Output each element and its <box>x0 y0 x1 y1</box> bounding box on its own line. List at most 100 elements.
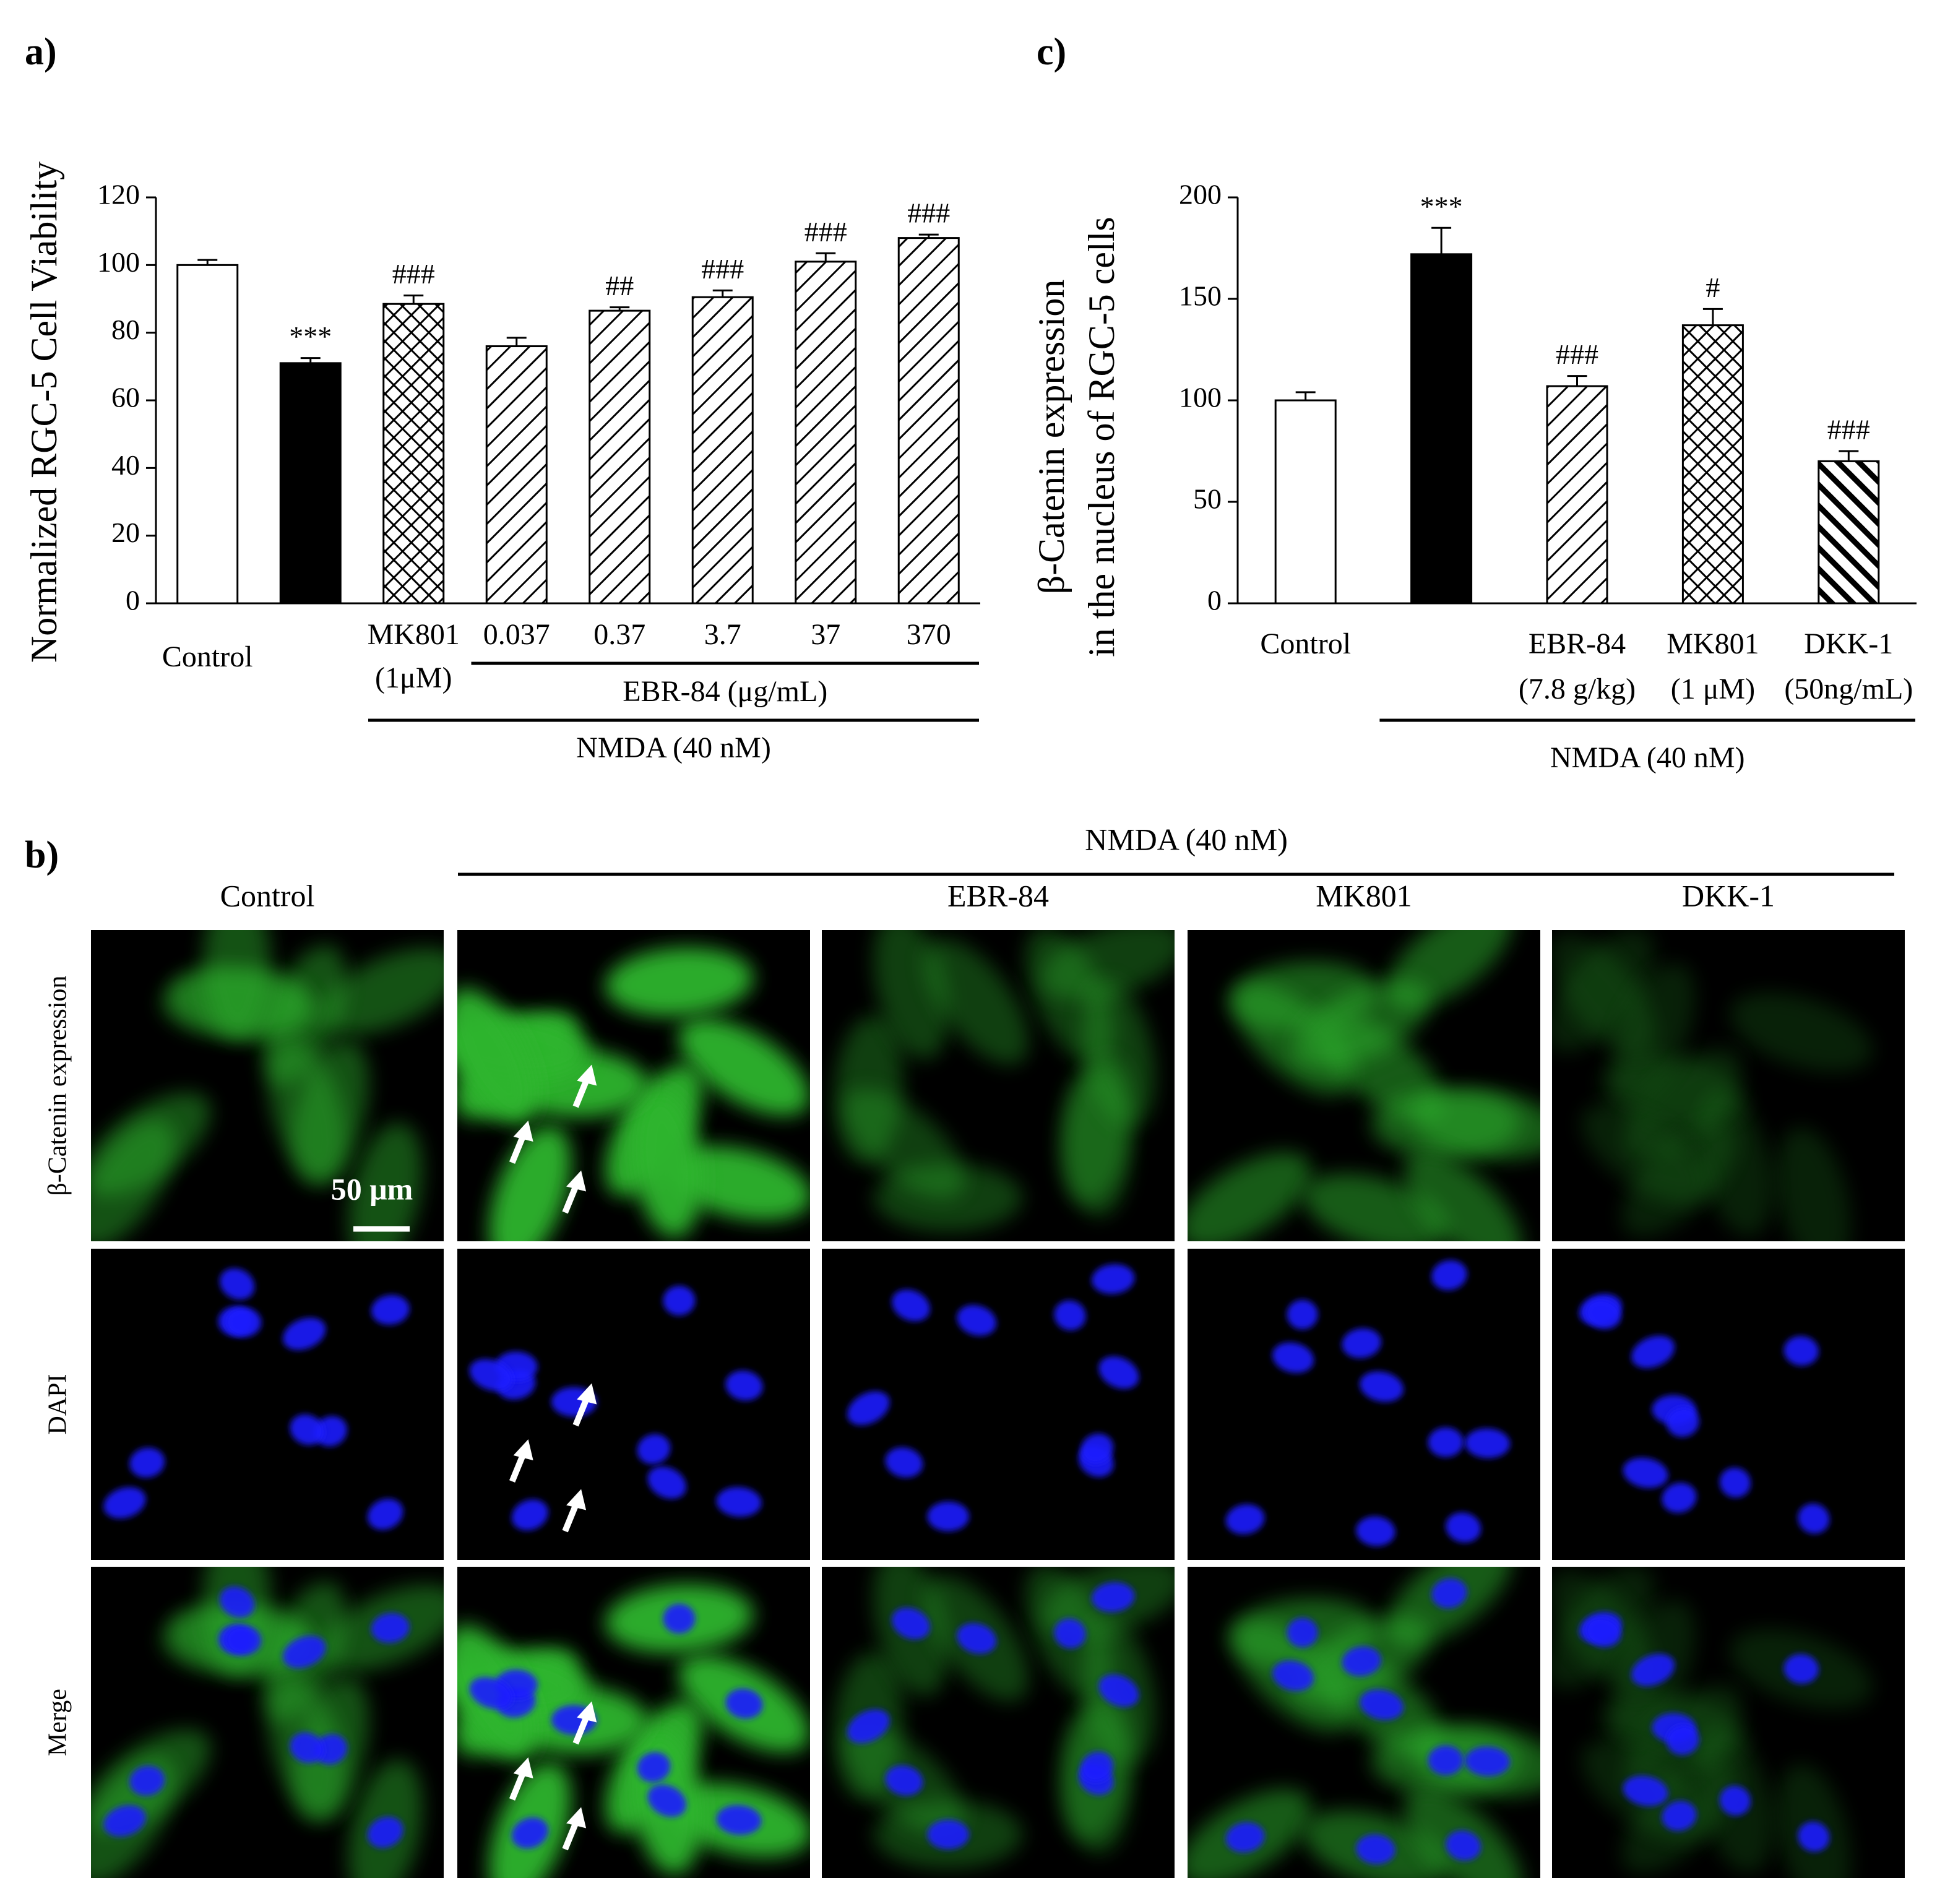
nucleus <box>1465 1746 1511 1777</box>
nucleus <box>283 1317 326 1350</box>
y-axis-title: in the nucleus of RGC-5 cells <box>1081 217 1122 657</box>
nucleus <box>1798 1503 1830 1534</box>
nucleus <box>367 1816 403 1848</box>
x-tick-label: MK801 <box>1667 627 1759 660</box>
nucleus <box>892 1289 930 1322</box>
cell-body <box>1730 992 1873 1072</box>
nucleus <box>1360 1689 1404 1720</box>
nucleus <box>725 1688 763 1719</box>
cell-body <box>1371 1089 1520 1158</box>
arrow-head <box>577 1383 597 1405</box>
y-tick-label: 100 <box>97 246 140 278</box>
cell-body <box>1611 963 1696 1103</box>
nucleus <box>1054 1618 1086 1648</box>
panel-label: b) <box>25 834 59 876</box>
x-tick-label: 0.37 <box>593 618 645 651</box>
significance-label: ### <box>1556 338 1598 370</box>
nucleus <box>847 1709 890 1744</box>
nucleus <box>927 1501 970 1531</box>
nucleus <box>1446 1830 1481 1861</box>
nucleus <box>511 1499 548 1531</box>
column-label: DKK-1 <box>1682 878 1775 913</box>
column-label: EBR-84 <box>947 878 1049 913</box>
x-tick-label: (50ng/mL) <box>1784 673 1913 705</box>
y-tick-label: 50 <box>1193 483 1222 515</box>
cell-body <box>1292 980 1431 1069</box>
nucleus <box>1287 1299 1318 1330</box>
nucleus <box>371 1294 410 1325</box>
nucleus <box>1585 1298 1621 1329</box>
nucleus <box>663 1285 696 1316</box>
significance-label: ### <box>392 258 435 290</box>
nucleus <box>1342 1328 1381 1358</box>
nucleus <box>885 1765 923 1796</box>
micrograph-content <box>847 1264 1139 1531</box>
cell-body <box>925 939 1029 1065</box>
nucleus <box>892 1607 930 1640</box>
micrograph-content <box>834 930 1175 1232</box>
cell-body <box>1188 1152 1311 1241</box>
x-tick-label: Control <box>1260 627 1351 660</box>
bar <box>1681 324 1744 605</box>
cell-body <box>267 1039 347 1183</box>
bar <box>1546 385 1608 605</box>
cell-body <box>489 1126 571 1241</box>
group-label: NMDA (40 nM) <box>576 731 771 764</box>
x-tick-label: Control <box>162 640 253 673</box>
arrow-head <box>566 1807 587 1829</box>
cell-body <box>1042 930 1175 1001</box>
nucleus <box>1431 1260 1467 1291</box>
nucleus <box>290 1732 324 1764</box>
nucleus <box>1287 1618 1318 1648</box>
micrograph-content <box>469 1285 763 1533</box>
nucleus <box>225 1307 262 1337</box>
cell-body <box>1061 1057 1134 1204</box>
micrograph-content <box>1225 1260 1511 1546</box>
arrow-head <box>577 1701 597 1723</box>
cell-body <box>1776 1127 1851 1241</box>
nucleus <box>637 1752 671 1783</box>
x-tick-label: 37 <box>811 618 840 651</box>
y-axis-title: β-Catenin expression <box>1031 280 1072 595</box>
cell-body <box>457 988 537 1125</box>
column-label: MK801 <box>1316 878 1412 913</box>
arrow <box>509 1771 527 1801</box>
nucleus <box>283 1635 326 1668</box>
nucleus <box>1225 1504 1265 1535</box>
nucleus <box>220 1586 255 1618</box>
nucleus <box>1719 1467 1751 1498</box>
cell-body <box>348 1122 423 1241</box>
nucleus <box>1428 1427 1464 1457</box>
arrow <box>509 1453 527 1483</box>
micrograph-content <box>457 947 810 1241</box>
nucleus <box>927 1819 970 1850</box>
micrograph-content <box>103 1268 410 1530</box>
micrograph-content <box>91 930 444 1241</box>
y-tick-label: 0 <box>1207 585 1222 616</box>
arrow <box>562 1184 579 1214</box>
bar <box>691 296 754 605</box>
nucleus <box>716 1487 762 1517</box>
arrow <box>572 1078 590 1108</box>
arrow-head <box>513 1439 533 1460</box>
y-axis-title: Normalized RGC-5 Cell Viability <box>24 162 64 663</box>
nucleus <box>220 1268 255 1300</box>
bar <box>382 303 445 605</box>
y-tick-label: 60 <box>111 382 140 413</box>
bar <box>795 261 857 605</box>
micrograph-content <box>834 1567 1175 1869</box>
micrograph-content <box>1188 1567 1540 1878</box>
arrow-head <box>566 1170 587 1192</box>
group-label: NMDA (40 nM) <box>1085 822 1288 856</box>
y-tick-label: 200 <box>1179 179 1222 210</box>
significance-label: *** <box>289 321 332 352</box>
y-tick-label: 0 <box>126 585 140 616</box>
row-label: β-Catenin expression <box>44 975 72 1195</box>
y-tick-label: 150 <box>1179 280 1222 312</box>
nucleus <box>1272 1660 1314 1691</box>
nucleus <box>469 1359 513 1392</box>
group-label: EBR-84 (μg/mL) <box>623 675 827 708</box>
x-tick-label: 0.037 <box>483 618 550 651</box>
cell-body <box>605 947 754 1017</box>
arrow-head <box>577 1064 597 1086</box>
